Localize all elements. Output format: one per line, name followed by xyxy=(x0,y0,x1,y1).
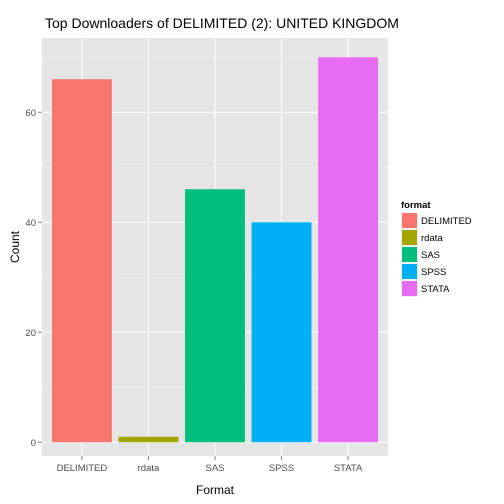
legend-title: format xyxy=(401,200,431,211)
bar-sas xyxy=(185,189,245,443)
x-tick-label: SPSS xyxy=(269,463,294,474)
legend-swatch xyxy=(402,247,417,262)
legend-label: SAS xyxy=(421,250,440,261)
x-tick-label: SAS xyxy=(205,463,224,474)
legend-swatch xyxy=(402,281,417,296)
x-axis-title: Format xyxy=(196,483,235,497)
x-axis: DELIMITED rdata SAS SPSS STATA xyxy=(57,456,363,474)
legend-swatch xyxy=(402,264,417,279)
bar-delimited xyxy=(51,79,112,443)
legend-label: rdata xyxy=(421,233,443,244)
chart-title: Top Downloaders of DELIMITED (2): UNITED… xyxy=(45,15,399,31)
legend-label: STATA xyxy=(421,284,450,295)
bar-spss xyxy=(251,222,312,443)
y-tick-label: 60 xyxy=(25,108,36,119)
legend-label: DELIMITED xyxy=(421,216,472,227)
legend-swatch xyxy=(402,213,417,228)
bar-stata xyxy=(318,57,379,443)
x-tick-label: STATA xyxy=(334,463,363,474)
y-tick-label: 40 xyxy=(25,218,36,229)
y-tick-label: 0 xyxy=(31,438,36,449)
y-tick-label: 20 xyxy=(25,328,36,339)
x-tick-label: rdata xyxy=(138,463,160,474)
x-tick-label: DELIMITED xyxy=(57,463,108,474)
bar-rdata xyxy=(118,436,179,443)
legend-label: SPSS xyxy=(421,267,446,278)
bars xyxy=(51,57,379,443)
y-axis-title: Count xyxy=(8,230,22,263)
legend-swatch xyxy=(402,230,417,245)
legend: format DELIMITED rdata SAS SPSS STATA xyxy=(401,200,472,297)
y-axis: 0 20 40 60 xyxy=(25,108,42,449)
